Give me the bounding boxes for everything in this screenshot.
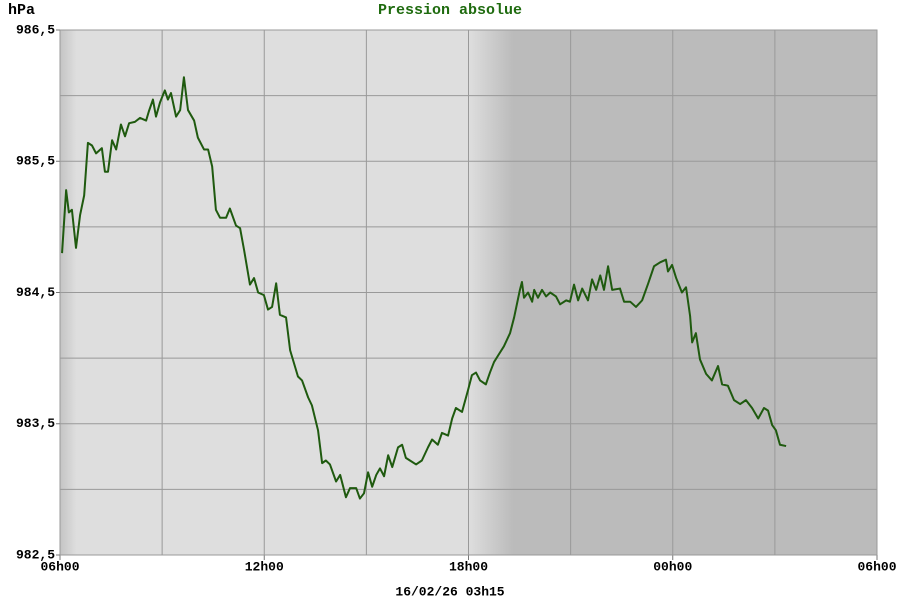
y-tick-label: 983,5 — [16, 416, 55, 431]
x-tick-label: 00h00 — [653, 559, 692, 574]
x-tick-label: 12h00 — [245, 559, 284, 574]
data-line — [61, 76, 787, 500]
chart-title: Pression absolue — [378, 2, 522, 19]
y-axis-unit: hPa — [8, 2, 35, 19]
y-tick-label: 984,5 — [16, 285, 55, 300]
x-tick-label: 06h00 — [857, 559, 896, 574]
timestamp: 16/02/26 03h15 — [395, 584, 504, 599]
y-tick-label: 985,5 — [16, 154, 55, 169]
y-tick-label: 986,5 — [16, 22, 55, 37]
x-tick-label: 18h00 — [449, 559, 488, 574]
y-tick-label: 982,5 — [16, 547, 55, 562]
x-tick-label: 06h00 — [40, 559, 79, 574]
